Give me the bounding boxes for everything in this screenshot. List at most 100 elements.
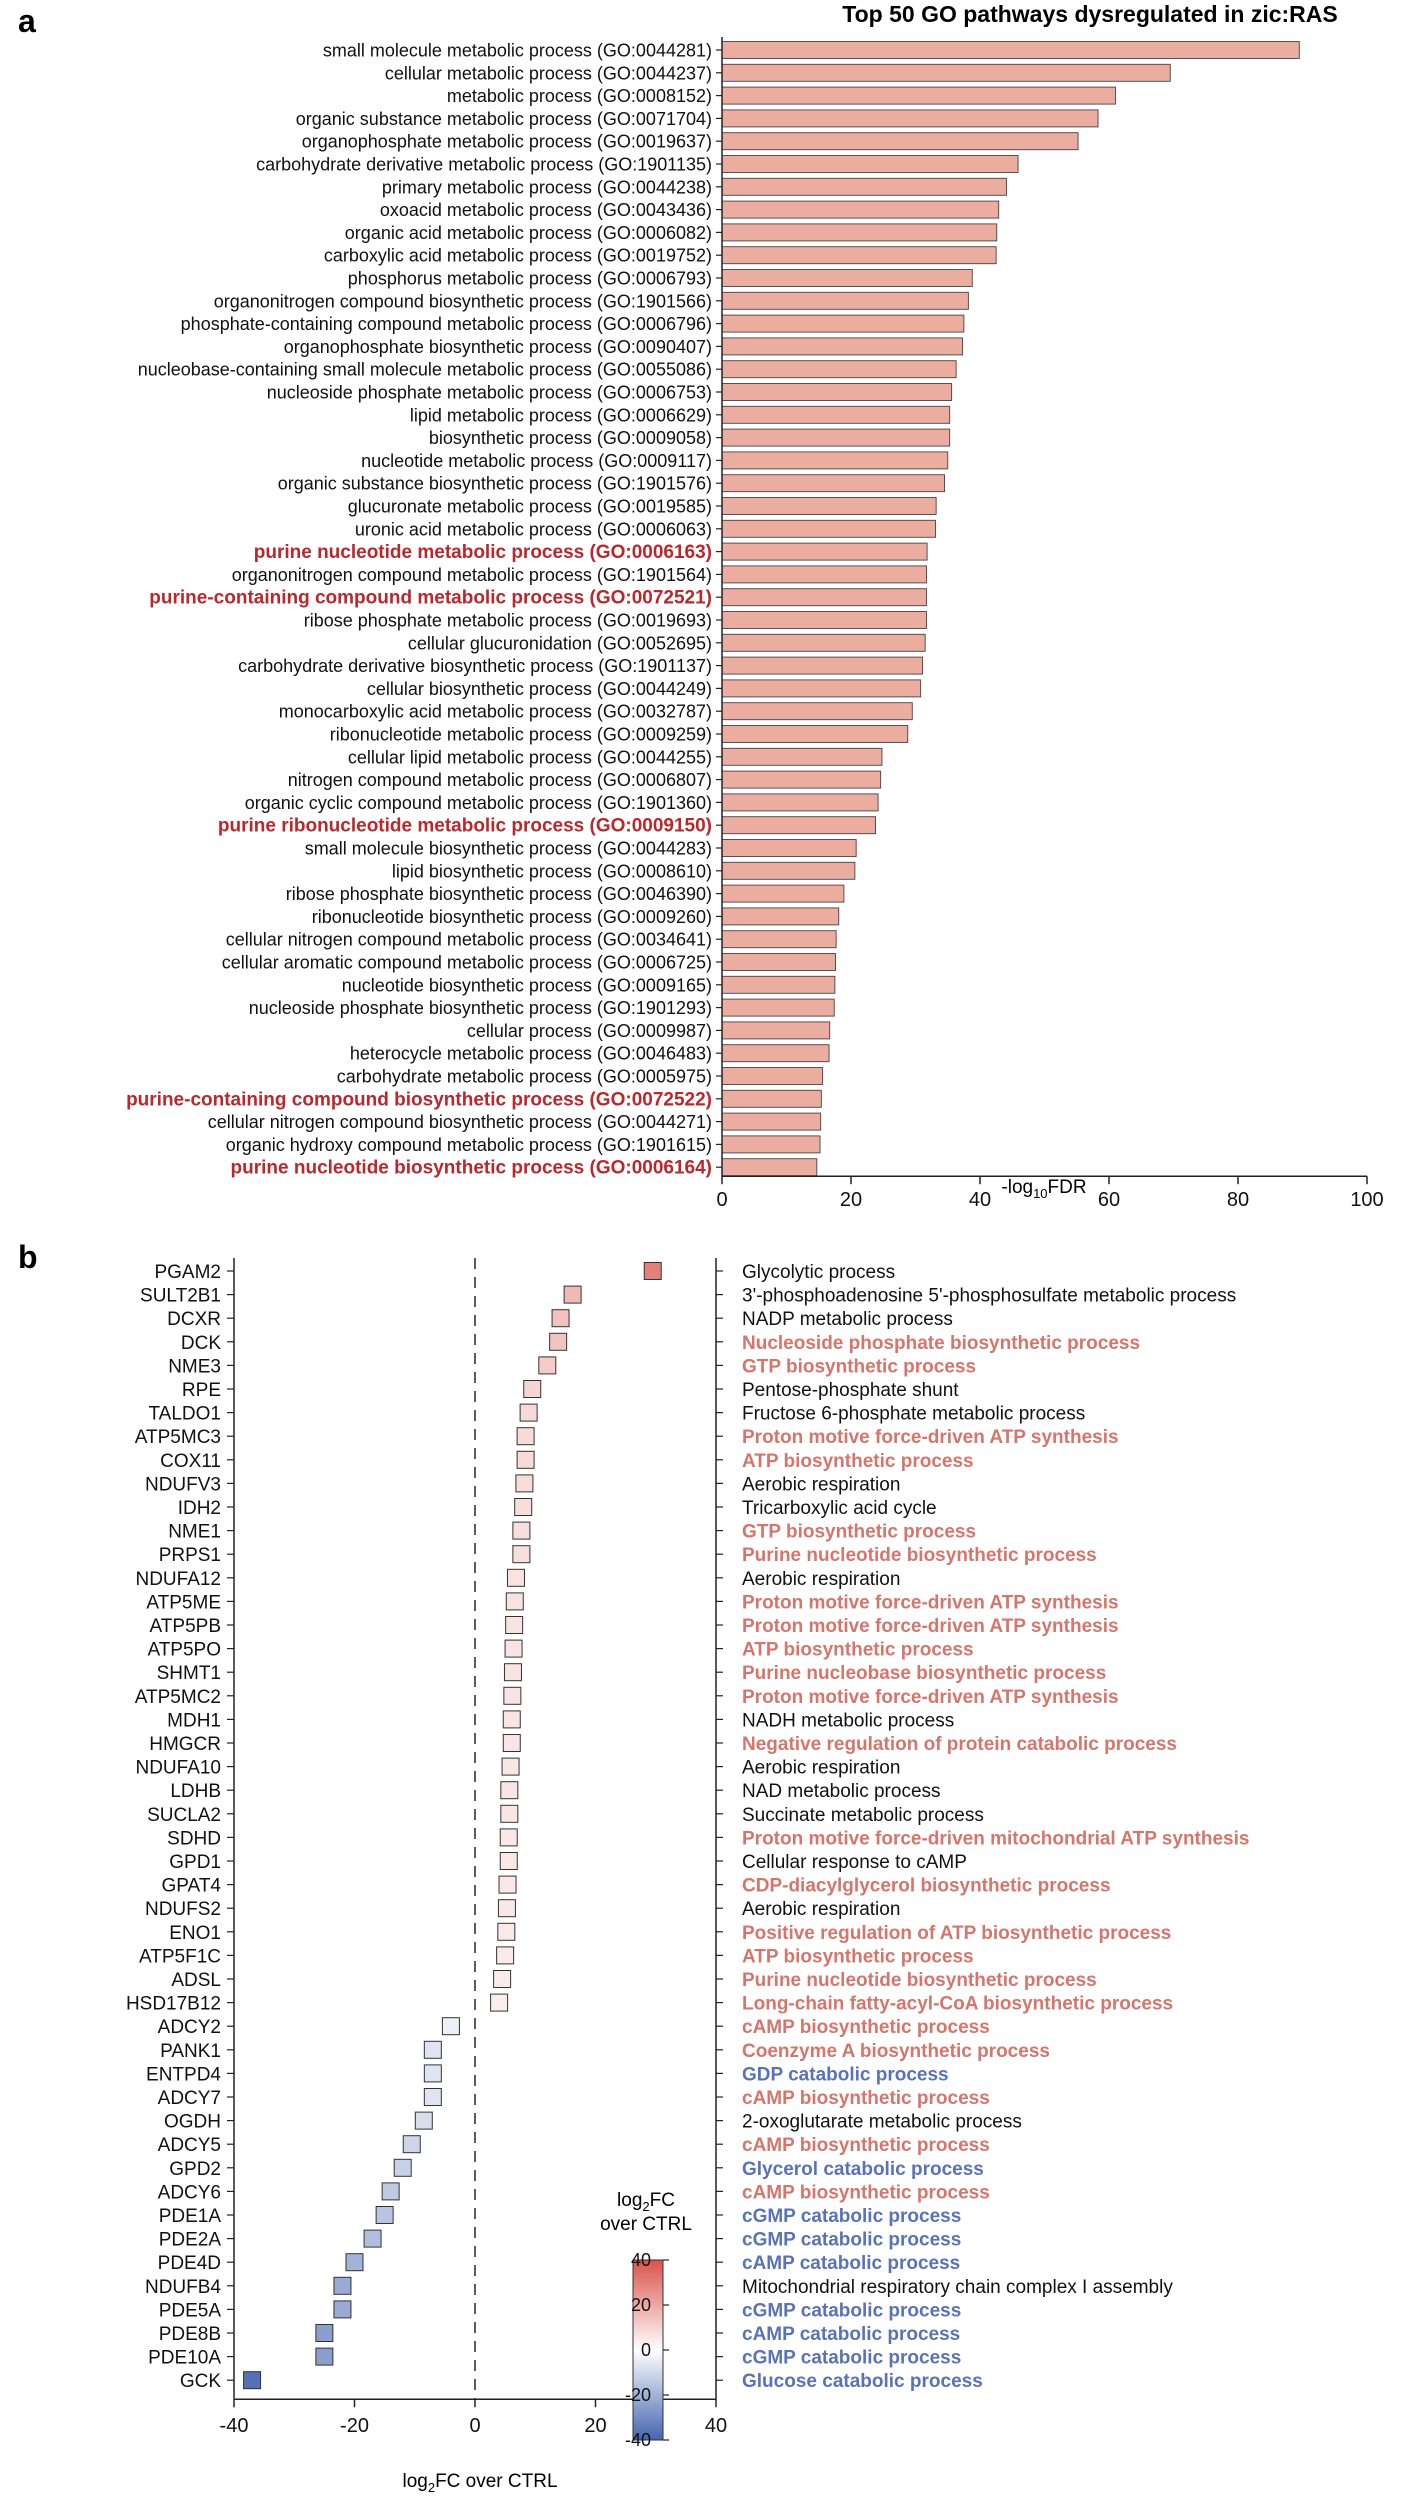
- process-label-47: cGMP catabolic process: [742, 2348, 961, 2369]
- category-label-11: phosphorus metabolic process (GO:0006793…: [348, 269, 712, 289]
- point-ADCY6: [381, 2182, 400, 2201]
- process-label-14: Aerobic respiration: [742, 1569, 900, 1590]
- process-label-17: ATP biosynthetic process: [742, 1640, 974, 1661]
- panel-b-points: [243, 1262, 662, 2390]
- category-label-9: organic acid metabolic process (GO:00060…: [345, 223, 712, 243]
- point-GPD1: [499, 1852, 518, 1870]
- process-label-5: GTP biosynthetic process: [742, 1356, 976, 1377]
- point-PRPS1: [512, 1545, 531, 1564]
- gene-label-HMGCR: HMGCR: [149, 1734, 221, 1755]
- bar-8: [721, 200, 1000, 219]
- gene-label-LDHB: LDHB: [170, 1781, 221, 1802]
- point-ATP5F1C: [496, 1946, 515, 1965]
- bar-17: [721, 405, 951, 424]
- point-LDHB: [500, 1781, 519, 1800]
- point-ATP5ME: [505, 1592, 524, 1611]
- panel-b-letter: b: [18, 1239, 38, 1275]
- colorbar-tick-label-20: 20: [631, 2295, 651, 2315]
- process-label-35: GDP catabolic process: [742, 2064, 949, 2085]
- gene-label-PGAM2: PGAM2: [154, 1262, 221, 1283]
- bar-25: [721, 588, 927, 607]
- point-PDE5A: [333, 2300, 352, 2319]
- gene-label-MDH1: MDH1: [167, 1710, 221, 1731]
- bar-30: [721, 702, 913, 721]
- panel-a: a Top 50 GO pathways dysregulated in zic…: [18, 1, 1384, 1211]
- panel-b-x-axis-label: log2FC over CTRL: [402, 2471, 557, 2495]
- bar-33: [721, 770, 882, 789]
- bar-16: [721, 383, 953, 401]
- point-DCK: [549, 1332, 568, 1351]
- gene-label-PDE5A: PDE5A: [159, 2300, 222, 2321]
- process-label-20: NADH metabolic process: [742, 1710, 954, 1731]
- point-IDH2: [514, 1498, 533, 1516]
- process-label-30: ATP biosynthetic process: [742, 1946, 974, 1967]
- bar-35: [721, 816, 876, 835]
- gene-label-ATP5F1C: ATP5F1C: [139, 1946, 221, 1967]
- process-label-33: cAMP biosynthetic process: [742, 2017, 990, 2038]
- category-label-45: heterocycle metabolic process (GO:004648…: [350, 1044, 712, 1064]
- point-SDHD: [499, 1828, 518, 1847]
- category-label-38: ribose phosphate biosynthetic process (G…: [286, 884, 712, 904]
- colorbar-tick-label-40: 40: [631, 2250, 651, 2270]
- point-ADSL: [493, 1970, 512, 1988]
- bar-5: [721, 132, 1079, 151]
- process-label-41: cGMP catabolic process: [742, 2206, 961, 2227]
- point-PDE4D: [345, 2253, 364, 2272]
- gene-label-PDE8B: PDE8B: [159, 2324, 221, 2345]
- process-label-9: ATP biosynthetic process: [742, 1451, 974, 1472]
- bar-50: [721, 1158, 818, 1177]
- category-label-42: nucleotide biosynthetic process (GO:0009…: [342, 975, 712, 995]
- point-ADCY7: [423, 2088, 442, 2106]
- bar-24: [721, 565, 927, 584]
- gene-label-HSD17B12: HSD17B12: [126, 1994, 221, 2015]
- point-ENTPD4: [423, 2064, 442, 2083]
- bar-47: [721, 1089, 822, 1108]
- colorbar-title-line2: over CTRL: [600, 2214, 692, 2235]
- point-ADCY2: [441, 2017, 460, 2036]
- process-label-26: Cellular response to cAMP: [742, 1852, 967, 1873]
- bar-13: [721, 314, 965, 333]
- x-tick-label-0: 0: [716, 1189, 727, 1211]
- process-label-38: cAMP biosynthetic process: [742, 2135, 990, 2156]
- gene-label-NME1: NME1: [168, 1522, 221, 1543]
- process-label-8: Proton motive force-driven ATP synthesis: [742, 1427, 1119, 1448]
- point-ADCY5: [402, 2135, 421, 2154]
- colorbar-ticks: 40 20 0 -20 -40: [625, 2250, 669, 2450]
- bar-18: [721, 428, 951, 447]
- bar-38: [721, 884, 845, 903]
- point-PDE8B: [315, 2324, 334, 2342]
- category-label-31: ribonucleotide metabolic process (GO:000…: [330, 725, 712, 745]
- bar-45: [721, 1044, 830, 1063]
- process-label-18: Purine nucleobase biosynthetic process: [742, 1663, 1106, 1684]
- process-label-45: cGMP catabolic process: [742, 2300, 961, 2321]
- point-PGAM2: [643, 1262, 662, 1280]
- process-label-21: Negative regulation of protein catabolic…: [742, 1734, 1177, 1755]
- point-ATP5PO: [504, 1639, 523, 1658]
- process-label-7: Fructose 6-phosphate metabolic process: [742, 1404, 1085, 1425]
- category-label-35: purine ribonucleotide metabolic process …: [218, 816, 712, 837]
- category-label-15: nucleobase-containing small molecule met…: [138, 360, 712, 380]
- point-HSD17B12: [490, 1993, 509, 2012]
- colorbar-title-sub: 2: [642, 2199, 649, 2214]
- category-label-40: cellular nitrogen compound metabolic pro…: [226, 930, 712, 950]
- category-label-36: small molecule biosynthetic process (GO:…: [305, 839, 712, 859]
- category-label-39: ribonucleotide biosynthetic process (GO:…: [312, 907, 712, 927]
- gene-label-GPD1: GPD1: [169, 1852, 221, 1873]
- point-SUCLA2: [500, 1804, 519, 1823]
- process-label-24: Succinate metabolic process: [742, 1805, 984, 1826]
- panel-a-xlabel-main: -log: [1001, 1177, 1033, 1198]
- point-RPE: [523, 1380, 542, 1398]
- x-tick-label--40: -40: [220, 2415, 249, 2437]
- process-label-31: Purine nucleotide biosynthetic process: [742, 1970, 1097, 1991]
- process-label-40: cAMP biosynthetic process: [742, 2182, 990, 2203]
- point-GPAT4: [498, 1875, 517, 1894]
- category-label-49: organic hydroxy compound metabolic proce…: [226, 1135, 712, 1155]
- point-NME1: [512, 1521, 531, 1540]
- bar-4: [721, 109, 1099, 128]
- gene-label-ADCY6: ADCY6: [158, 2182, 221, 2203]
- bar-49: [721, 1135, 821, 1154]
- category-label-14: organophosphate biosynthetic process (GO…: [284, 337, 712, 357]
- x-tick-label-40: 40: [705, 2415, 727, 2437]
- bar-40: [721, 930, 837, 949]
- gene-label-PDE1A: PDE1A: [159, 2206, 222, 2227]
